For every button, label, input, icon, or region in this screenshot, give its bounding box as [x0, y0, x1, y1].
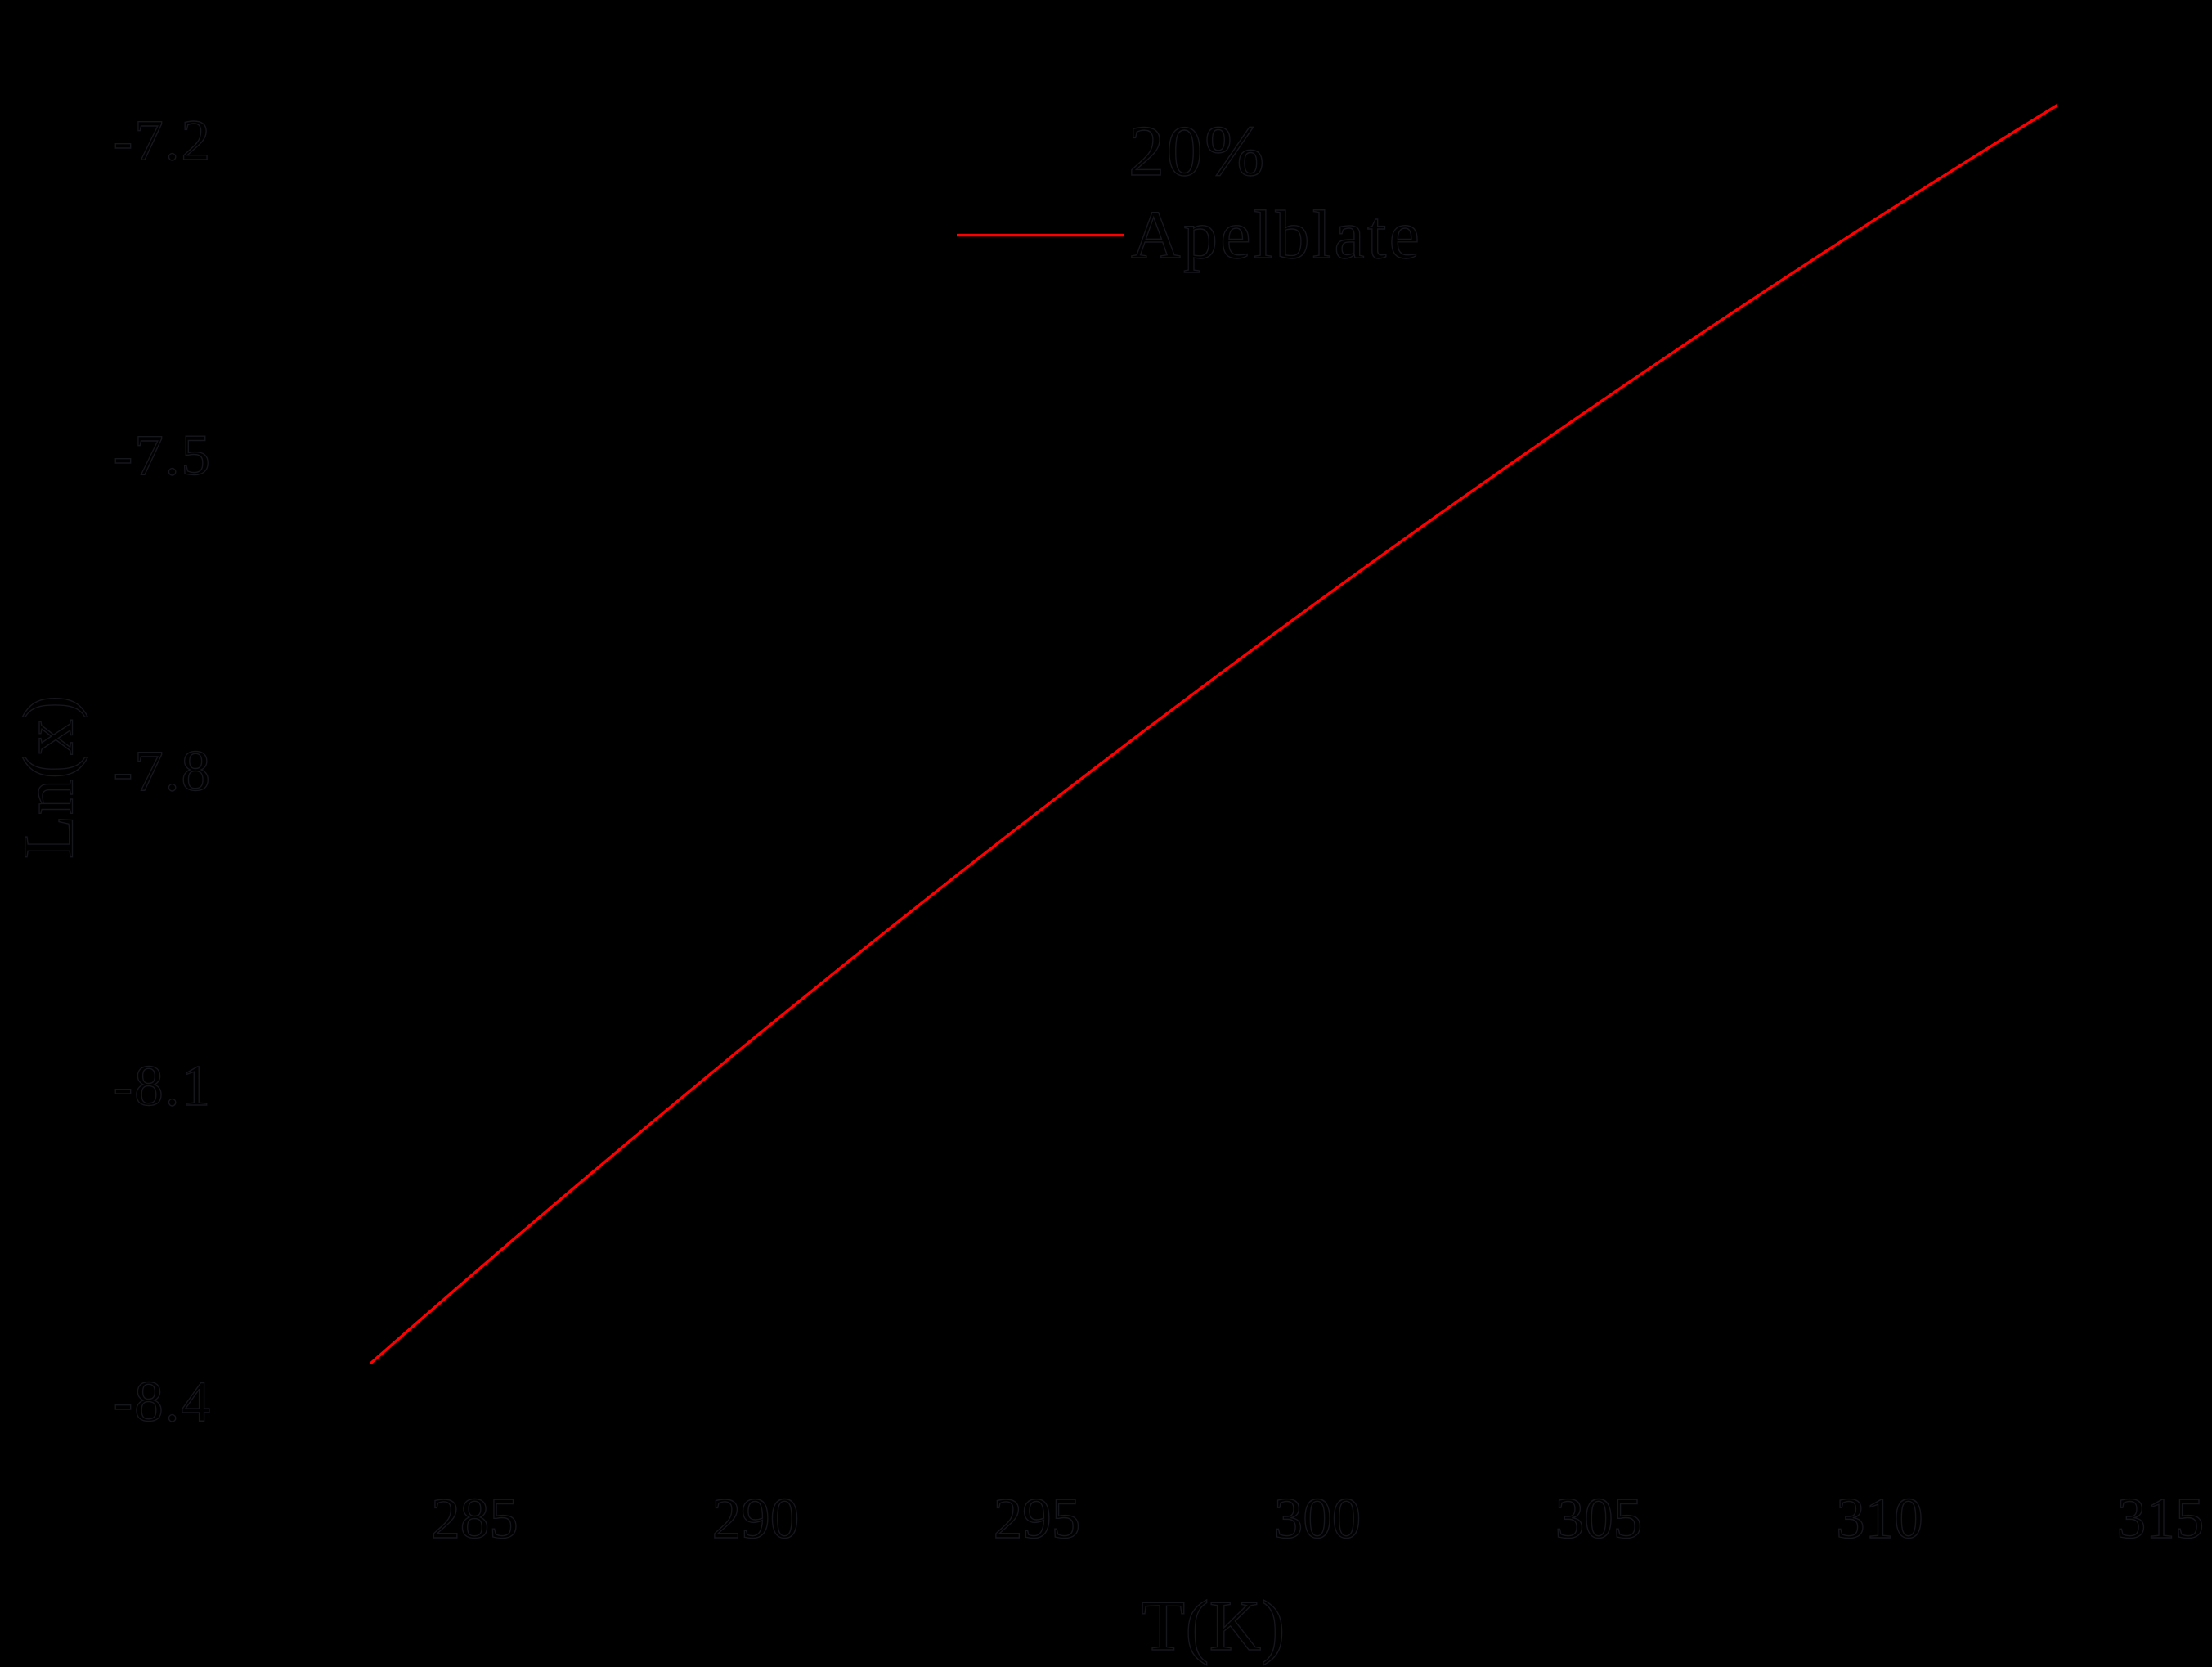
- svg-text:T(K): T(K): [1142, 1587, 1285, 1666]
- svg-text:310: 310: [1836, 1487, 1923, 1551]
- svg-text:-7.8: -7.8: [114, 739, 212, 803]
- svg-text:Apelblate: Apelblate: [1131, 197, 1422, 273]
- svg-text:Ln(x): Ln(x): [10, 695, 89, 859]
- svg-text:-7.2: -7.2: [114, 109, 212, 173]
- svg-text:-8.1: -8.1: [114, 1054, 212, 1118]
- svg-text:295: 295: [994, 1487, 1081, 1551]
- svg-text:315: 315: [2117, 1487, 2205, 1551]
- svg-text:300: 300: [1274, 1487, 1362, 1551]
- svg-text:305: 305: [1555, 1487, 1643, 1551]
- svg-text:285: 285: [431, 1487, 518, 1551]
- svg-text:290: 290: [712, 1487, 800, 1551]
- svg-text:-7.5: -7.5: [114, 424, 212, 488]
- svg-text:20%: 20%: [1128, 112, 1267, 191]
- svg-text:-8.4: -8.4: [114, 1370, 212, 1434]
